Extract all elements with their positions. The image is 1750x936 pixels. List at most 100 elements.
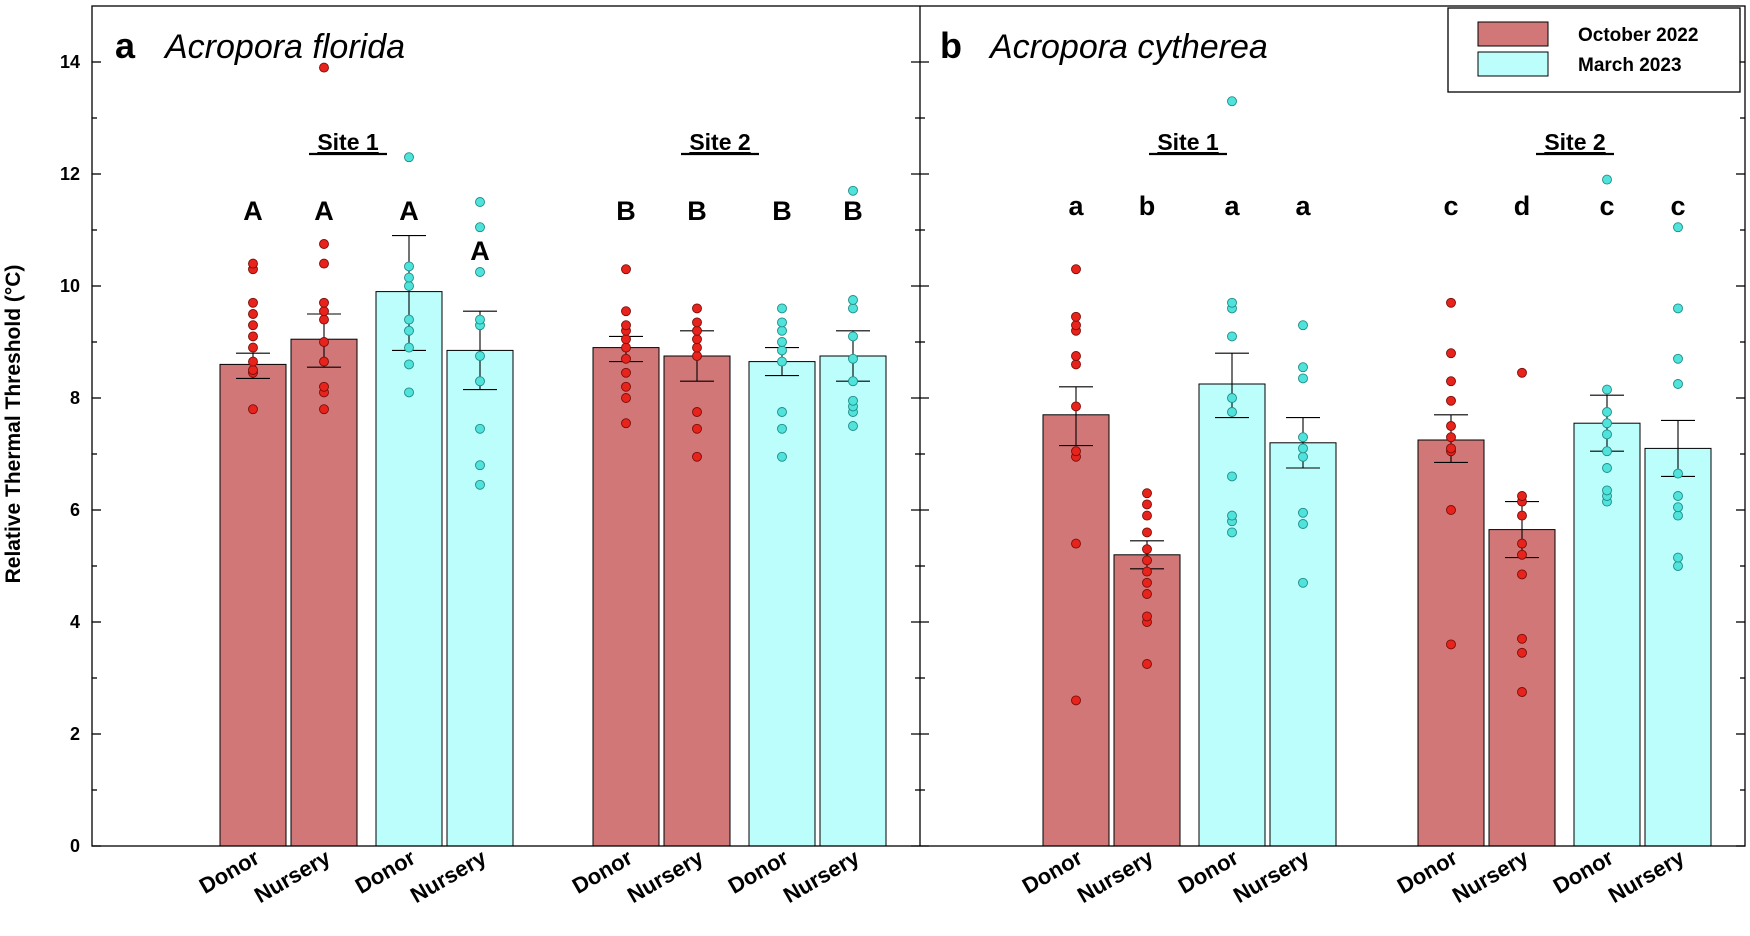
data-point: [319, 306, 329, 317]
data-point: [777, 356, 787, 367]
significance-letter: B: [843, 196, 863, 226]
data-point: [319, 239, 329, 249]
data-point: [1298, 451, 1308, 462]
data-point: [1446, 348, 1456, 359]
data-point: [248, 404, 258, 415]
data-point: [475, 376, 485, 387]
legend-label-march: March 2023: [1578, 55, 1682, 76]
data-point: [777, 423, 787, 434]
data-point: [1673, 552, 1683, 563]
data-point: [1142, 544, 1152, 555]
bar: [748, 361, 816, 847]
data-point: [1446, 639, 1456, 650]
data-point: [1071, 538, 1081, 549]
data-point: [1227, 407, 1237, 417]
site-label: Site 2: [1544, 129, 1605, 155]
data-point: [777, 451, 787, 462]
data-point: [1071, 320, 1081, 331]
data-point: [692, 325, 702, 336]
bar: [1113, 554, 1181, 847]
data-point: [692, 317, 702, 328]
data-point: [1446, 421, 1456, 431]
y-tick-label: 0: [70, 836, 80, 856]
x-tick-label: Nursery: [250, 844, 335, 908]
y-tick-label: 10: [60, 276, 80, 296]
significance-letter: d: [1514, 191, 1531, 221]
data-point: [404, 272, 414, 283]
data-point: [1227, 527, 1237, 538]
y-axis-label: Relative Thermal Threshold (°C): [2, 265, 25, 584]
data-point: [692, 451, 702, 462]
significance-letter: A: [399, 196, 419, 226]
data-point: [1446, 376, 1456, 387]
data-point: [692, 303, 702, 314]
data-point: [1673, 222, 1683, 233]
data-point: [319, 404, 329, 415]
data-point: [777, 407, 787, 417]
data-point: [1142, 589, 1152, 599]
data-point: [621, 320, 631, 331]
data-point: [404, 387, 414, 398]
data-point: [404, 281, 414, 291]
data-point: [1517, 633, 1527, 644]
data-point: [1227, 96, 1237, 107]
significance-letter: A: [243, 196, 263, 226]
data-point: [1602, 429, 1612, 440]
data-point: [1446, 297, 1456, 308]
data-point: [848, 421, 858, 431]
data-point: [621, 342, 631, 353]
data-point: [1071, 359, 1081, 370]
data-point: [692, 351, 702, 361]
bar: [592, 347, 660, 847]
data-point: [621, 306, 631, 317]
data-point: [1142, 488, 1152, 499]
data-point: [692, 342, 702, 353]
bar: [219, 363, 287, 847]
data-point: [1227, 393, 1237, 403]
data-point: [1071, 446, 1081, 457]
panel-title: Acropora florida: [163, 28, 405, 66]
data-point: [692, 407, 702, 417]
data-point: [692, 423, 702, 434]
data-point: [404, 314, 414, 325]
data-point: [1673, 502, 1683, 513]
site-label: Site 2: [689, 129, 750, 155]
x-tick-label: Nursery: [1604, 844, 1689, 908]
data-point: [1071, 264, 1081, 275]
data-point: [404, 342, 414, 353]
data-point: [848, 295, 858, 305]
data-point: [1071, 311, 1081, 322]
x-tick-label: Nursery: [1448, 844, 1533, 908]
data-point: [319, 258, 329, 269]
data-point: [475, 423, 485, 434]
data-point: [1298, 362, 1308, 373]
data-point: [1673, 491, 1683, 501]
data-point: [777, 337, 787, 347]
data-point: [621, 418, 631, 429]
x-tick-label: Nursery: [1229, 844, 1314, 908]
data-point: [319, 297, 329, 308]
legend-swatch-march: [1477, 51, 1549, 77]
data-point: [621, 393, 631, 403]
data-point: [1142, 566, 1152, 577]
data-point: [1071, 401, 1081, 412]
significance-letter: b: [1139, 191, 1156, 221]
data-point: [248, 320, 258, 331]
data-point: [1227, 510, 1237, 521]
data-point: [248, 331, 258, 342]
panel-title: Acropora cytherea: [988, 28, 1268, 66]
legend-box: [1447, 7, 1741, 93]
data-point: [1298, 519, 1308, 529]
data-point: [475, 197, 485, 207]
data-point: [1142, 659, 1152, 669]
data-point: [1227, 471, 1237, 482]
bar: [1269, 442, 1337, 847]
data-point: [1142, 555, 1152, 566]
data-point: [475, 479, 485, 490]
data-point: [1602, 463, 1612, 473]
panel-letter: b: [940, 25, 962, 66]
